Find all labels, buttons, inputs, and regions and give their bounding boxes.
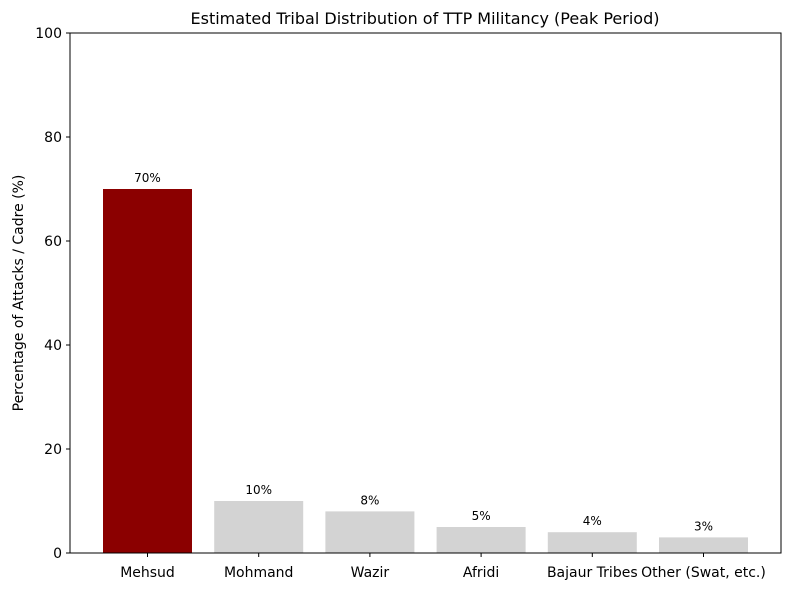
y-tick-label: 100	[35, 26, 62, 42]
x-tick-label: Bajaur Tribes	[547, 565, 638, 581]
bar-other-swat-etc	[659, 537, 748, 553]
y-axis-title: Percentage of Attacks / Cadre (%)	[11, 175, 27, 412]
data-label: 10%	[245, 483, 272, 497]
y-axis: 0 20 40 60 80 100	[35, 26, 70, 562]
x-tick-label: Wazir	[351, 565, 390, 581]
data-label: 5%	[472, 509, 491, 523]
bar-wazir	[325, 511, 415, 553]
data-label: 8%	[360, 493, 379, 507]
x-tick-label: Other (Swat, etc.)	[641, 565, 766, 581]
x-tick-label: Afridi	[463, 565, 499, 581]
y-tick-label: 60	[44, 234, 62, 250]
y-tick-label: 20	[44, 442, 62, 458]
bars-group: 70% 10% 8% 5% 4% 3%	[103, 171, 748, 553]
bar-mohmand	[214, 501, 304, 553]
y-tick-label: 80	[44, 130, 62, 146]
data-label: 3%	[694, 519, 713, 533]
bar-bajaur-tribes	[547, 532, 637, 553]
x-axis: Mehsud Mohmand Wazir Afridi Bajaur Tribes Oth…	[120, 553, 766, 581]
bar-afridi	[436, 527, 526, 553]
chart-title: Estimated Tribal Distribution of TTP Mil…	[191, 9, 660, 28]
x-tick-label: Mehsud	[120, 565, 175, 581]
data-label: 4%	[583, 514, 602, 528]
x-tick-label: Mohmand	[224, 565, 294, 581]
y-tick-label: 0	[53, 546, 62, 562]
bar-mehsud	[103, 189, 192, 553]
plot-frame	[69, 32, 782, 554]
y-tick-label: 40	[44, 338, 62, 354]
data-label: 70%	[134, 171, 161, 185]
